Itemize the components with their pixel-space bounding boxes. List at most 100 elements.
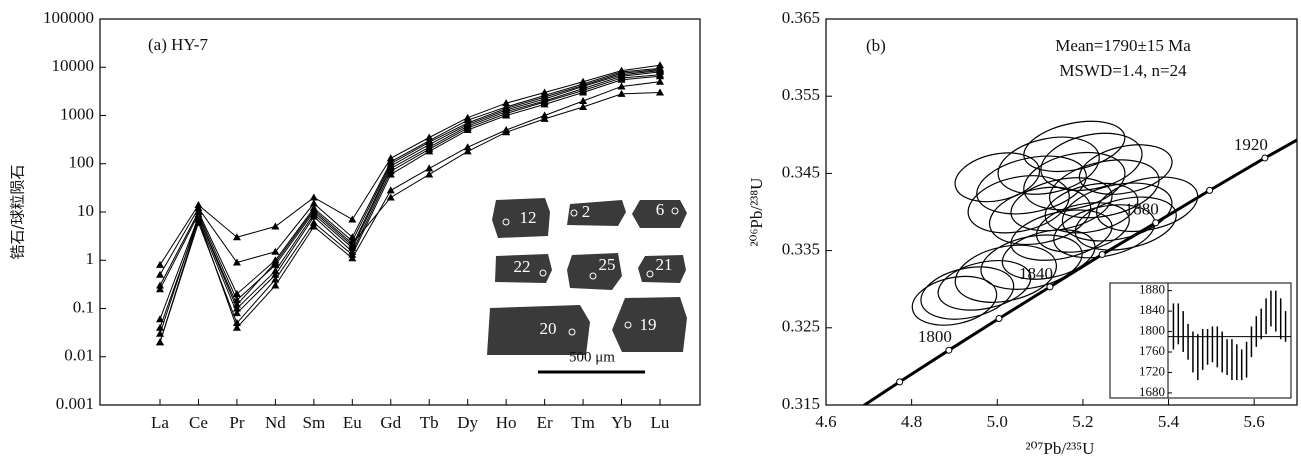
marker xyxy=(232,319,241,327)
error-ellipse xyxy=(954,152,1041,203)
x-tick-label: 4.8 xyxy=(901,412,922,431)
x-axis-label: ²⁰⁷Pb/²³⁵U xyxy=(1026,439,1095,458)
marker xyxy=(271,275,280,283)
marker xyxy=(502,128,511,136)
y-tick-label: 0.001 xyxy=(56,394,94,413)
age-label: 1920 xyxy=(1234,135,1268,154)
spot xyxy=(624,321,632,329)
series-line xyxy=(159,81,661,343)
marker xyxy=(309,218,318,226)
x-tick-label: Lu xyxy=(651,413,670,432)
age-marker xyxy=(1098,250,1106,258)
x-tick-label: 5.2 xyxy=(1072,412,1093,431)
x-tick-label: Tm xyxy=(571,413,595,432)
spot xyxy=(646,270,654,278)
marker xyxy=(232,309,241,317)
marker xyxy=(156,260,164,268)
marker xyxy=(271,258,280,266)
marker xyxy=(617,82,626,90)
marker xyxy=(540,114,549,122)
marker xyxy=(271,247,280,255)
error-ellipse xyxy=(1044,182,1139,234)
y-axis-label: 锆石/球粒陨石 xyxy=(9,164,27,259)
error-ellipse xyxy=(1095,176,1199,232)
y-tick-label: 10000 xyxy=(52,56,95,75)
age-marker xyxy=(995,315,1003,323)
marker xyxy=(309,193,318,201)
marker xyxy=(156,338,164,346)
grain-label: 6 xyxy=(656,200,665,219)
marker xyxy=(271,222,280,230)
marker xyxy=(232,258,241,266)
marker xyxy=(656,77,664,85)
zircon-grains: 12 2 6 22 25 21 20 19 xyxy=(487,198,687,355)
x-tick-label: Eu xyxy=(343,413,362,432)
y-tick-label: 0.325 xyxy=(782,317,820,336)
spot xyxy=(502,218,510,226)
marker xyxy=(579,88,588,96)
x-tick-label: La xyxy=(151,413,169,432)
marker xyxy=(656,88,664,96)
y-tick-label: 100000 xyxy=(43,8,94,27)
error-ellipse xyxy=(1010,177,1113,232)
x-tick-label: 4.6 xyxy=(815,412,836,431)
marker xyxy=(425,147,434,155)
grain-label: 25 xyxy=(599,255,616,274)
marker xyxy=(502,111,511,119)
series-line xyxy=(159,67,661,276)
marker xyxy=(425,164,434,172)
y-tick-label: 0.01 xyxy=(64,346,94,365)
error-ellipse xyxy=(980,234,1083,290)
error-ellipse xyxy=(1040,132,1143,191)
error-ellipse xyxy=(967,175,1070,234)
grain xyxy=(487,305,590,355)
series-line xyxy=(159,74,661,328)
marker xyxy=(386,154,395,162)
age-label: 1800 xyxy=(918,327,952,346)
y-tick-label: 10 xyxy=(77,201,94,220)
x-tick-label: Sm xyxy=(303,413,326,432)
error-ellipse xyxy=(1074,196,1177,251)
marker xyxy=(232,233,241,241)
y-tick-label: 0.335 xyxy=(782,240,820,259)
marker xyxy=(232,300,241,308)
annotation: MSWD=1.4, n=24 xyxy=(1059,61,1187,80)
scale-label: 500 μm xyxy=(569,349,615,365)
grain xyxy=(632,200,687,228)
marker xyxy=(348,239,357,247)
grain-label: 2 xyxy=(582,202,591,221)
age-marker xyxy=(849,410,855,416)
y-tick-label: 100 xyxy=(69,153,95,172)
marker xyxy=(656,72,664,80)
x-tick-label: Nd xyxy=(265,413,286,432)
series-line xyxy=(159,70,661,301)
y-tick-label: 1000 xyxy=(60,104,94,123)
marker xyxy=(386,193,395,201)
x-tick-label: Dy xyxy=(457,413,478,432)
spot xyxy=(589,272,597,280)
grain-label: 21 xyxy=(656,255,673,274)
series-line xyxy=(159,91,661,334)
grain-label: 22 xyxy=(514,257,531,276)
marker xyxy=(156,315,164,323)
marker xyxy=(463,126,472,134)
y-axis-label: ²⁰⁶Pb/²³⁸U xyxy=(747,178,766,247)
marker xyxy=(309,206,318,214)
marker xyxy=(540,100,549,108)
grain-label: 12 xyxy=(520,208,537,227)
marker xyxy=(348,254,357,262)
error-ellipse xyxy=(1001,229,1096,280)
grain xyxy=(492,198,550,238)
panel-b-title: (b) xyxy=(866,36,886,55)
series-line xyxy=(159,64,661,266)
age-marker xyxy=(896,378,904,386)
series-line xyxy=(159,68,661,295)
marker xyxy=(579,96,588,104)
marker xyxy=(156,329,164,337)
x-tick-label: Ce xyxy=(189,413,208,432)
marker xyxy=(156,285,164,293)
error-ellipse xyxy=(911,275,998,326)
y-tick-label: 0.365 xyxy=(782,8,820,27)
